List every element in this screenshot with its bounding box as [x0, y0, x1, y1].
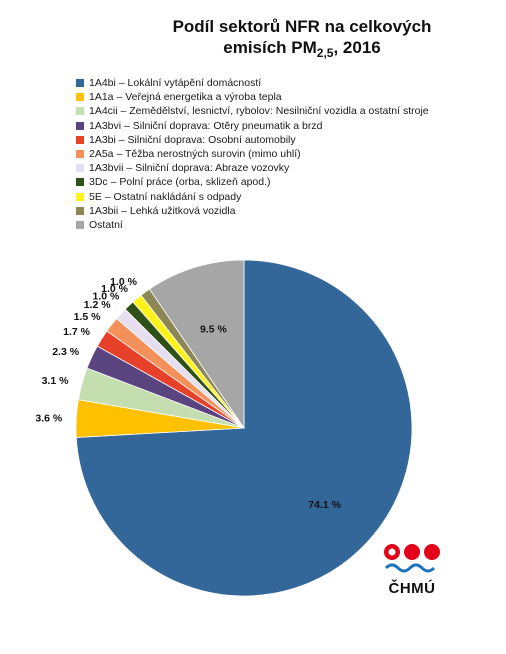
legend-entry: 1A3bvi – Silniční doprava: Otěry pneumat…	[76, 119, 496, 133]
chart-title-subscript: 2,5	[316, 46, 334, 60]
legend-entry: 1A1a – Veřejná energetika a výroba tepla	[76, 90, 496, 104]
data-label: 3.1 %	[42, 375, 70, 387]
legend-label: 5E – Ostatní nakládání s odpady	[89, 190, 242, 203]
legend-label: 1A4cii – Zemědělství, lesnictví, rybolov…	[89, 105, 429, 118]
legend-entry: 3Dc – Polní práce (orba, sklizeň apod.)	[76, 175, 496, 189]
data-label: 74.1 %	[308, 499, 341, 511]
legend-swatch	[76, 220, 84, 229]
legend-swatch	[76, 107, 84, 116]
legend-swatch	[76, 150, 84, 159]
data-label: 1.0 %	[93, 290, 121, 302]
legend-label: 1A4bi – Lokální vytápění domácností	[89, 77, 262, 90]
legend-label: Ostatní	[89, 218, 123, 231]
data-label: 1.7 %	[63, 326, 91, 338]
legend-entry: 1A4cii – Zemědělství, lesnictví, rybolov…	[76, 104, 496, 118]
chart-title-line1: Podíl sektorů NFR na celkových	[172, 17, 432, 36]
legend-entry: 5E – Ostatní nakládání s odpady	[76, 190, 496, 204]
legend-swatch	[76, 93, 84, 102]
legend-label: 1A3bii – Lehká užitková vozidla	[89, 204, 236, 217]
legend-entry: 1A4bi – Lokální vytápění domácností	[76, 76, 496, 90]
legend-swatch	[76, 192, 84, 201]
legend-label: 2A5a – Těžba nerostných surovin (mimo uh…	[89, 148, 301, 161]
legend-label: 1A1a – Veřejná energetika a výroba tepla	[89, 91, 282, 104]
data-label: 3.6 %	[35, 413, 63, 425]
data-label: 2.3 %	[52, 346, 80, 358]
legend-label: 1A3bvi – Silniční doprava: Otěry pneumat…	[89, 119, 323, 132]
pie-slice	[149, 259, 245, 430]
legend-entry: 1A3bii – Lehká užitková vozidla	[76, 204, 496, 218]
legend-entry: Ostatní	[76, 218, 496, 232]
legend-label: 1A3bi – Silniční doprava: Osobní automob…	[89, 133, 296, 146]
data-label: 9.5 %	[200, 323, 228, 335]
chart-legend: 1A4bi – Lokální vytápění domácností 1A1a …	[76, 76, 496, 232]
chmu-logo-text: ČHMÚ	[388, 580, 436, 597]
data-label: 1.2 %	[84, 299, 112, 311]
legend-entry: 1A3bi – Silniční doprava: Osobní automob…	[76, 133, 496, 147]
legend-label: 3Dc – Polní práce (orba, sklizeň apod.)	[89, 176, 271, 189]
legend-swatch	[76, 121, 84, 130]
chart-title-suffix: , 2016	[333, 38, 381, 57]
pie-chart: 74.1 %3.6 %3.1 %2.3 %1.7 %1.5 %1.2 %1.0 …	[35, 259, 413, 597]
data-label: 1.0 %	[101, 283, 129, 295]
legend-entry: 2A5a – Těžba nerostných surovin (mimo uh…	[76, 147, 496, 161]
legend-swatch	[76, 135, 84, 144]
legend-swatch	[76, 178, 84, 187]
chart-title: Podíl sektorů NFR na celkových emisích P…	[132, 16, 472, 64]
legend-swatch	[76, 206, 84, 215]
legend-label: 1A3bvii – Silniční doprava: Abraze vozov…	[89, 162, 290, 175]
data-label: 1.0 %	[110, 276, 138, 288]
data-label: 1.5 %	[74, 311, 102, 323]
chart-title-line2: emisích PM2,5, 2016	[132, 37, 472, 64]
legend-entry: 1A3bvii – Silniční doprava: Abraze vozov…	[76, 161, 496, 175]
legend-swatch	[76, 79, 84, 88]
chart-title-prefix: emisích PM	[223, 38, 317, 57]
legend-swatch	[76, 164, 84, 173]
chmu-logo-icon	[384, 544, 440, 573]
